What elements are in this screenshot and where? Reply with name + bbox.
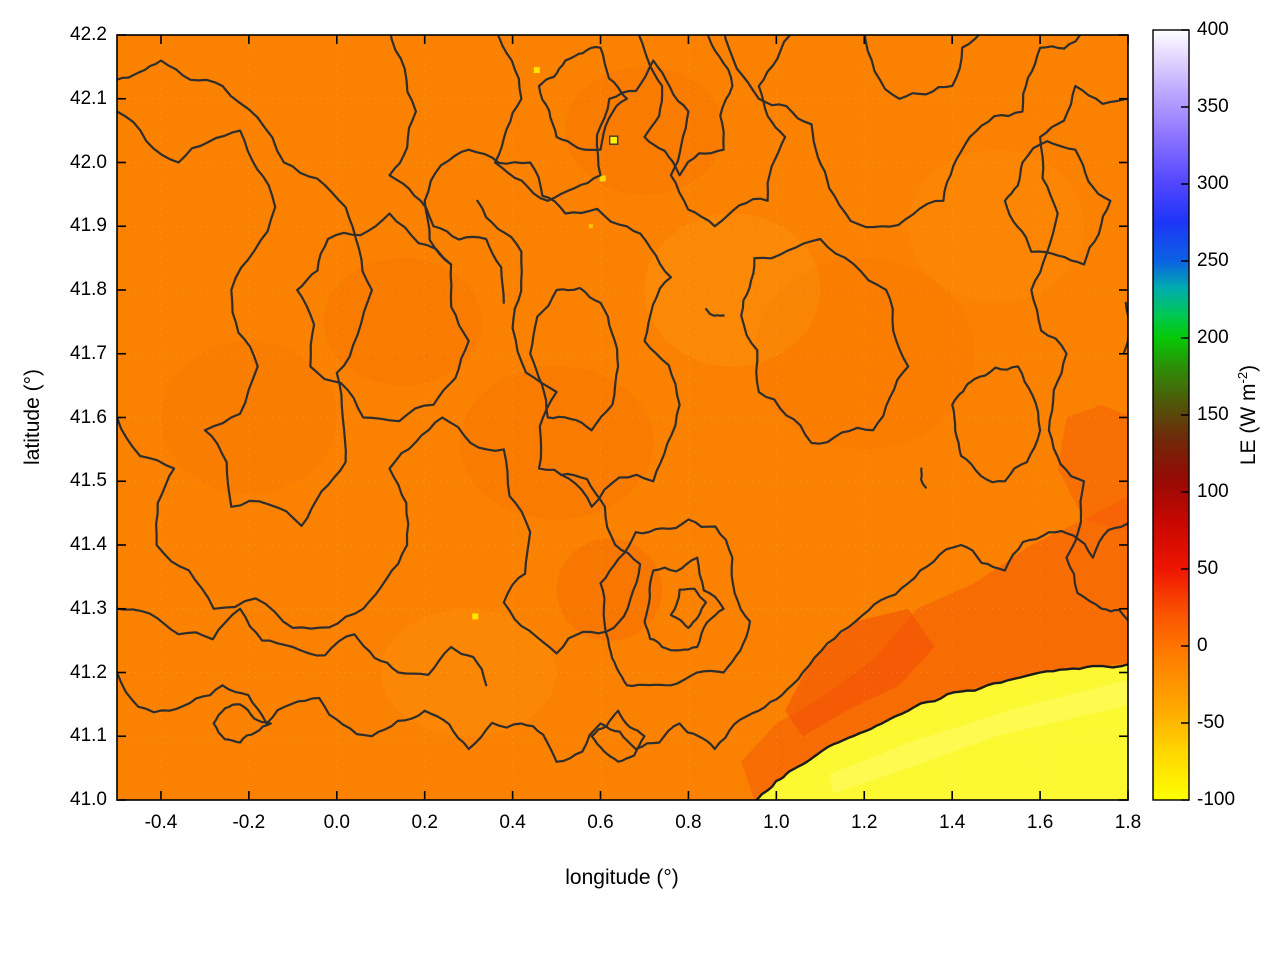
contour-line [704, 308, 725, 317]
colorbar-tick-label: 0 [1197, 635, 1208, 656]
x-tick-label: 1.0 [763, 812, 790, 833]
contour-line [117, 416, 642, 655]
bright-speck [609, 135, 619, 145]
contour-line [643, 556, 725, 652]
contour-line [493, 35, 792, 228]
contour-line [590, 709, 646, 763]
bright-speck [599, 175, 606, 182]
contour-line [296, 212, 470, 423]
x-tick-label: 1.8 [1114, 812, 1142, 833]
y-tick-label: 41.7 [70, 342, 107, 364]
y-tick-label: 41.6 [70, 406, 107, 428]
x-tick-label: 0.4 [499, 812, 526, 833]
x-tick-label: -0.4 [144, 812, 178, 833]
y-tick-label: 41.0 [70, 789, 107, 810]
contour-line [537, 45, 629, 151]
contour-line [1122, 301, 1128, 355]
y-tick-label: 41.8 [70, 279, 107, 300]
contour-line [599, 518, 752, 688]
y-tick-label: 41.3 [70, 597, 107, 619]
coastline-contour [755, 662, 1128, 800]
colorbar-tick-label: 50 [1197, 558, 1219, 579]
contour-line [669, 587, 708, 630]
contour-line [1003, 140, 1112, 266]
x-tick-label: 1.4 [938, 812, 966, 833]
y-tick-label: 41.2 [70, 661, 107, 683]
bright-speck [588, 224, 593, 229]
contour-line [388, 35, 505, 304]
y-tick-label: 42.1 [70, 87, 107, 109]
contour-line [637, 35, 734, 177]
x-tick-label: 0.0 [323, 812, 350, 833]
colorbar-label: LE (W m-2) [1235, 365, 1261, 465]
y-axis-label: latitude (°) [21, 369, 44, 465]
contour-line [423, 148, 681, 508]
x-tick-label: 0.8 [675, 812, 702, 833]
colorbar-label-close: ) [1237, 364, 1260, 372]
y-tick-label: 42.2 [70, 24, 107, 45]
y-tick-label: 41.5 [70, 470, 107, 492]
y-tick-label: 41.1 [70, 725, 107, 747]
colorbar-tick-label: 200 [1197, 327, 1229, 348]
contour-line [919, 467, 927, 489]
y-tick-label: 42.0 [70, 151, 107, 173]
colorbar-tick-label: 100 [1197, 481, 1229, 502]
contour-line [529, 286, 620, 432]
contour-line [951, 365, 1042, 484]
colorbar-tick-label: 250 [1197, 250, 1229, 271]
contour-line [212, 703, 272, 744]
colorbar-tick-label: 300 [1197, 173, 1229, 194]
colorbar-tick-label: 350 [1197, 96, 1229, 117]
map-layers [117, 35, 1128, 800]
colorbar-tick-label: -50 [1197, 712, 1225, 733]
contour-line [117, 607, 488, 687]
contour-line [863, 35, 981, 100]
y-tick-label: 41.4 [70, 534, 107, 555]
x-tick-label: 1.6 [1026, 812, 1054, 833]
y-tick-label: 41.9 [70, 215, 107, 237]
colorbar-tick-label: 150 [1197, 404, 1229, 425]
x-tick-label: 1.2 [851, 812, 878, 833]
contour-line [555, 521, 1128, 763]
contour-line [723, 35, 1082, 229]
colorbar-tick-label: -100 [1197, 789, 1236, 810]
x-tick-label: 0.6 [587, 812, 614, 833]
colorbar-label-sup: -2 [1235, 371, 1250, 384]
contour-line [117, 59, 373, 528]
colorbar-tick-label: 400 [1197, 19, 1229, 40]
colorbar-label-text: LE (W m [1237, 383, 1260, 466]
x-tick-label: 0.2 [411, 812, 438, 833]
x-axis-label: longitude (°) [565, 866, 679, 889]
bright-speck [472, 613, 479, 620]
bright-speck [533, 67, 540, 74]
contour-line [740, 237, 910, 445]
contour-line [117, 671, 558, 763]
x-tick-label: -0.2 [232, 812, 266, 833]
contour-line [1030, 84, 1128, 623]
